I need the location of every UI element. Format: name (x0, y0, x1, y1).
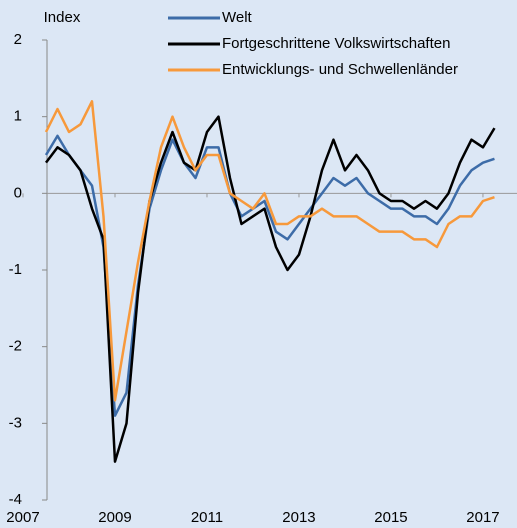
y-tick-label: 0 (14, 184, 22, 201)
y-tick-label: -4 (9, 491, 22, 508)
legend-label: Fortgeschrittene Volkswirtschaften (222, 35, 450, 52)
legend-label: Entwicklungs- und Schwellenländer (222, 61, 458, 78)
series-line (44, 115, 496, 463)
series-line (44, 134, 495, 417)
x-tick-label: 2015 (374, 509, 407, 526)
y-tick-label: 2 (14, 31, 22, 48)
x-tick-label: 2007 (6, 509, 39, 526)
x-tick-label: 2011 (191, 509, 223, 526)
x-tick-label: 2013 (282, 509, 315, 526)
legend-label: Welt (222, 9, 253, 26)
y-tick-label: 1 (14, 108, 22, 125)
x-tick-label: 2009 (98, 509, 131, 526)
y-axis-label: Index (44, 9, 81, 26)
y-tick-label: -2 (9, 338, 22, 355)
x-tick-label: 2017 (466, 509, 499, 526)
y-tick-label: -3 (9, 414, 22, 431)
series-line (44, 100, 495, 402)
y-tick-label: -1 (9, 261, 22, 278)
